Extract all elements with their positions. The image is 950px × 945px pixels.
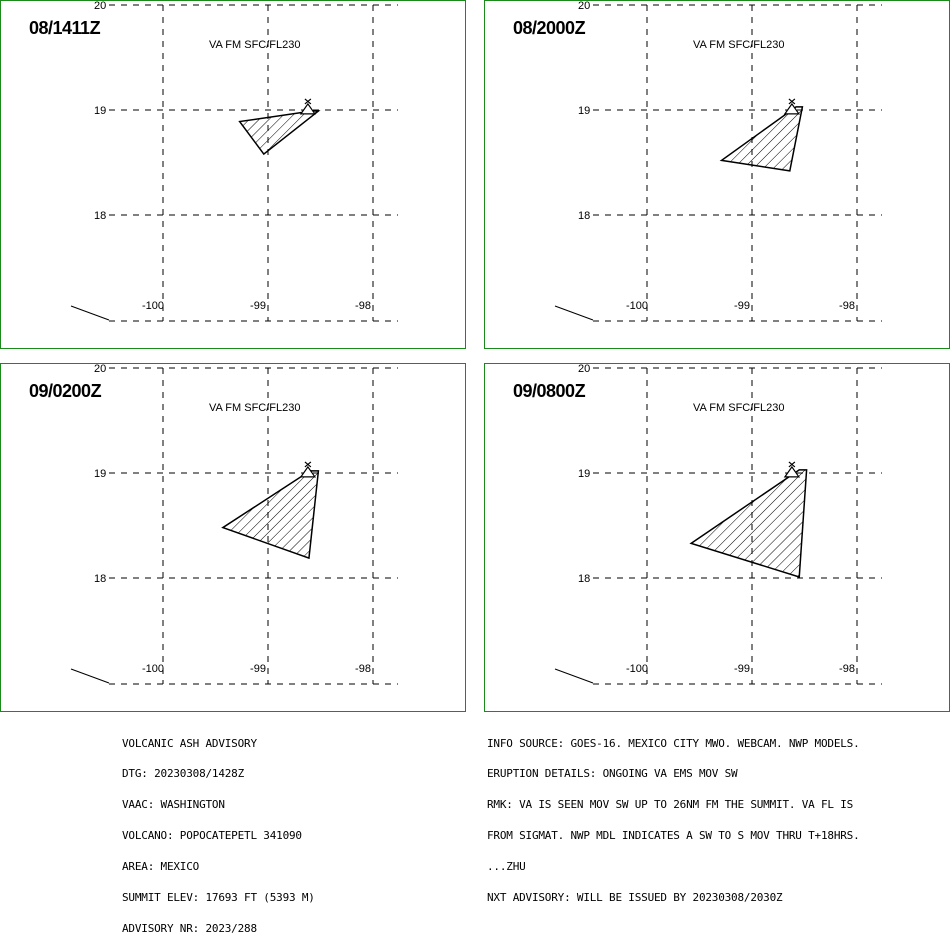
longitude-tick-label: -100 (626, 300, 648, 312)
latitude-tick-label: 20 (578, 363, 590, 375)
panel-time: 09/0800Z (513, 381, 586, 401)
map-canvas: 20 19 18 -100 -99 -98 (70, 363, 398, 685)
volcano-plume (304, 98, 312, 105)
latitude-tick-label: 19 (578, 105, 590, 117)
latitude-tick-label: 18 (578, 210, 590, 222)
advisory-line: AREA: MEXICO (122, 860, 200, 874)
coastline (70, 668, 110, 684)
advisory-header-info: VOLCANIC ASH ADVISORY DTG: 20230308/1428… (122, 718, 315, 945)
volcano-cone (299, 465, 317, 478)
advisory-line: SUMMIT ELEV: 17693 FT (5393 M) (122, 891, 315, 905)
longitude-tick-label: -98 (355, 663, 371, 675)
panel-flight-level: VA FM SFC/FL230 (693, 39, 785, 51)
longitude-tick-label: -99 (734, 663, 750, 675)
volcano-icon (299, 461, 317, 478)
panel-time: 08/1411Z (29, 18, 101, 38)
latitude-tick-label: 19 (94, 468, 106, 480)
advisory-line: ERUPTION DETAILS: ONGOING VA EMS MOV SW (487, 767, 738, 781)
latitude-tick-label: 18 (578, 573, 590, 585)
ash-cloud-polygon (221, 470, 320, 560)
panel-flight-level: VA FM SFC/FL230 (209, 39, 301, 51)
coastline (554, 305, 594, 321)
latitude-tick-label: 19 (94, 105, 106, 117)
coastline (554, 668, 594, 684)
longitude-tick-label: -98 (839, 663, 855, 675)
map-canvas: 20 19 18 -100 -99 -98 (554, 0, 882, 322)
longitude-tick-label: -100 (626, 663, 648, 675)
latitude-tick-label: 19 (578, 468, 590, 480)
panel-time: 08/2000Z (513, 18, 586, 38)
advisory-remarks-info: INFO SOURCE: GOES-16. MEXICO CITY MWO. W… (487, 718, 860, 914)
panel-flight-level: VA FM SFC/FL230 (209, 402, 301, 414)
forecast-panel-4: 20 19 18 -100 -99 -98 09/0800Z VA FM SFC/FL23… (484, 363, 950, 712)
longitude-tick-label: -99 (250, 663, 266, 675)
longitude-tick-label: -98 (355, 300, 371, 312)
latitude-tick-label: 20 (578, 0, 590, 12)
forecast-panel-2: 20 19 18 -100 -99 -98 08/2000Z VA FM SFC/FL23… (484, 0, 950, 349)
advisory-line: INFO SOURCE: GOES-16. MEXICO CITY MWO. W… (487, 736, 860, 750)
volcano-icon (783, 98, 801, 115)
volcano-cone (783, 465, 801, 478)
longitude-tick-label: -100 (142, 663, 164, 675)
latitude-tick-label: 20 (94, 0, 106, 12)
volcano-plume (788, 461, 796, 468)
forecast-panel-1: 20 19 18 -100 -99 -98 08/1411Z VA FM SFC/FL23… (0, 0, 466, 349)
map-canvas: 20 19 18 -100 -99 -98 (70, 0, 398, 322)
longitude-tick-label: -100 (142, 300, 164, 312)
coastline (70, 305, 110, 321)
longitude-tick-label: -99 (250, 300, 266, 312)
advisory-line: VAAC: WASHINGTON (122, 798, 225, 812)
longitude-tick-label: -99 (734, 300, 750, 312)
panel-time: 09/0200Z (29, 381, 102, 401)
volcano-plume (304, 461, 312, 468)
advisory-line: FROM SIGMAT. NWP MDL INDICATES A SW TO S… (487, 829, 860, 843)
advisory-line: RMK: VA IS SEEN MOV SW UP TO 26NM FM THE… (487, 798, 854, 812)
advisory-line: ADVISORY NR: 2023/288 (122, 921, 257, 935)
volcano-plume (788, 98, 796, 105)
advisory-line: NXT ADVISORY: WILL BE ISSUED BY 20230308… (487, 891, 783, 905)
latitude-tick-label: 18 (94, 573, 106, 585)
ash-cloud-polygon (689, 469, 808, 578)
advisory-line: VOLCANO: POPOCATEPETL 341090 (122, 829, 302, 843)
ash-cloud-polygon (719, 106, 804, 172)
volcano-cone (299, 102, 317, 115)
map-canvas: 20 19 18 -100 -99 -98 (554, 363, 882, 685)
volcano-cone (783, 102, 801, 115)
volcano-icon (783, 461, 801, 478)
latitude-tick-label: 18 (94, 210, 106, 222)
longitude-tick-label: -98 (839, 300, 855, 312)
ash-cloud-polygon (238, 110, 321, 156)
volcano-icon (299, 98, 317, 115)
advisory-line: VOLCANIC ASH ADVISORY (122, 736, 257, 750)
advisory-line: DTG: 20230308/1428Z (122, 767, 245, 781)
panel-flight-level: VA FM SFC/FL230 (693, 402, 785, 414)
advisory-line: ...ZHU (487, 860, 526, 874)
forecast-panel-3: 20 19 18 -100 -99 -98 09/0200Z VA FM SFC/FL23… (0, 363, 466, 712)
latitude-tick-label: 20 (94, 363, 106, 375)
